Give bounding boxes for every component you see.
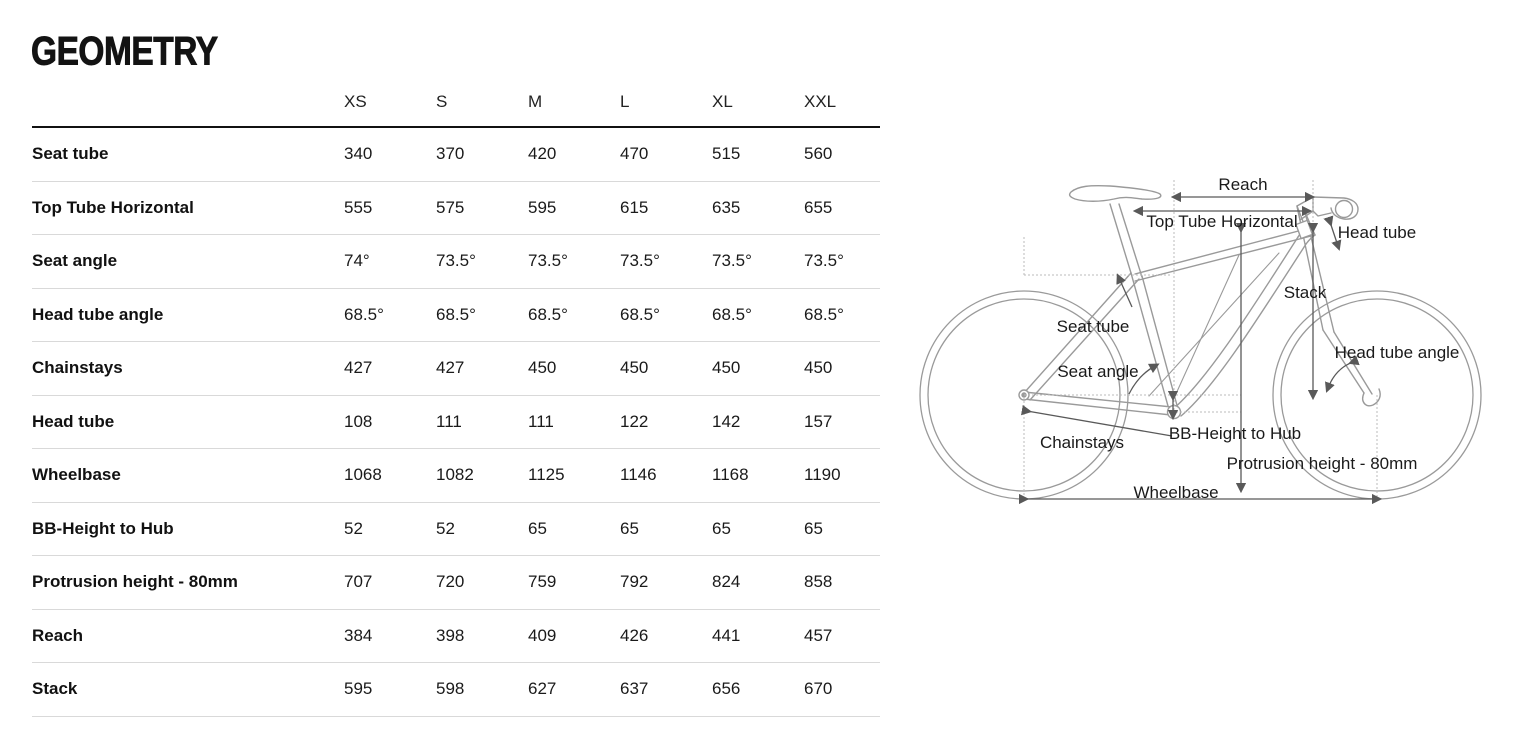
svg-text:Seat angle: Seat angle [1057,362,1138,381]
svg-text:Reach: Reach [1218,175,1267,194]
svg-text:Chainstays: Chainstays [1040,433,1124,452]
svg-text:Top Tube Horizontal: Top Tube Horizontal [1146,212,1297,231]
svg-text:Head tube: Head tube [1338,223,1416,242]
svg-text:Seat tube: Seat tube [1057,317,1130,336]
svg-text:BB-Height to Hub: BB-Height to Hub [1169,424,1301,443]
svg-text:Stack: Stack [1284,283,1327,302]
svg-text:Wheelbase: Wheelbase [1133,483,1218,502]
svg-text:Protrusion height - 80mm: Protrusion height - 80mm [1227,454,1418,473]
svg-text:Head tube angle: Head tube angle [1335,343,1460,362]
